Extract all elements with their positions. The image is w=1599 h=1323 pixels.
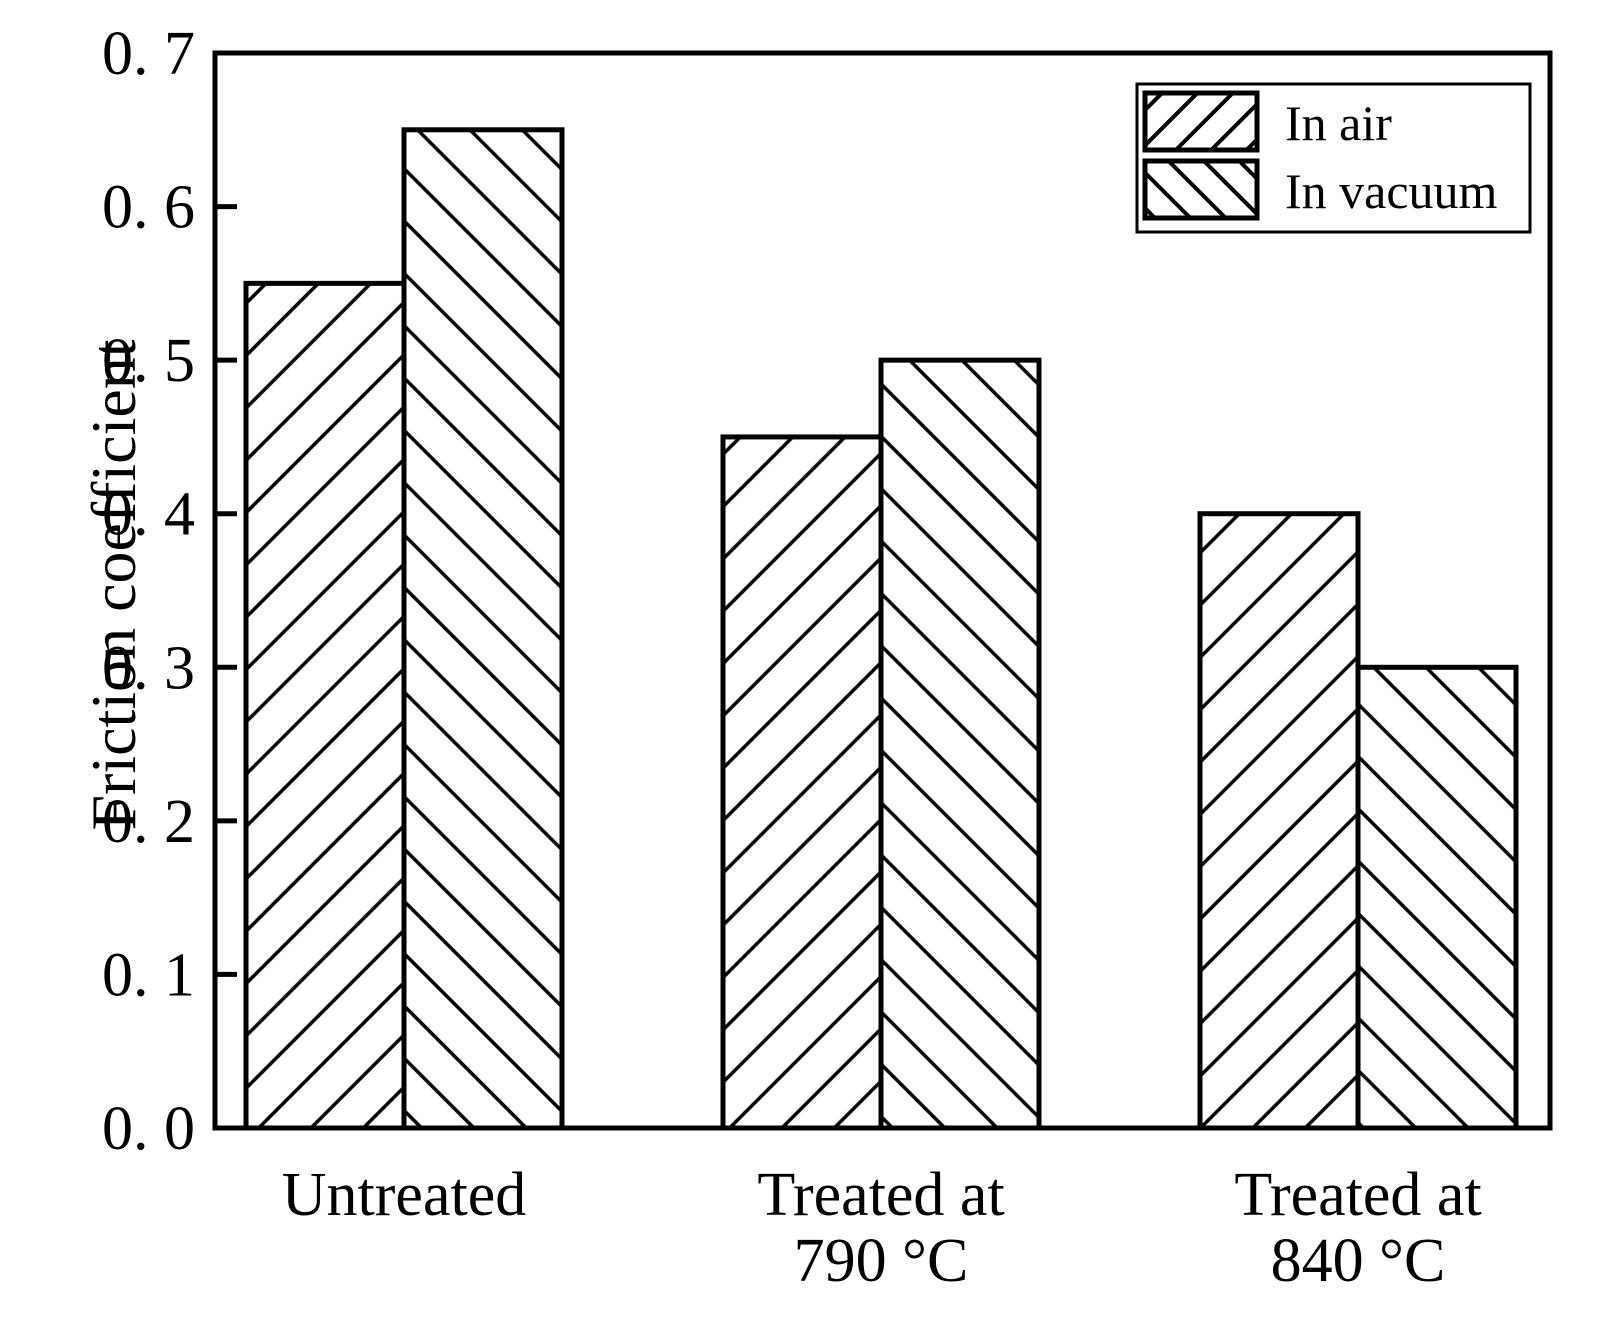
y-tick-label: 0. 1 xyxy=(102,941,195,1009)
y-tick-label: 0. 2 xyxy=(102,788,195,856)
y-tick-label: 0. 7 xyxy=(102,20,195,88)
x-axis-labels: Untreated Treated at 790 °C Treated at 840 °… xyxy=(282,1161,1482,1295)
bar-in-air-treated-at-840-c xyxy=(1197,511,1361,1131)
y-tick-label: 0. 3 xyxy=(102,634,195,702)
legend-items: In air In vacuum xyxy=(1142,90,1498,221)
y-tick-label: 0. 6 xyxy=(102,174,195,242)
bar-in-vacuum-treated-at-790-c xyxy=(878,357,1042,1131)
x-category-label-treated-at-840-c: Treated at 840 °C xyxy=(1234,1161,1481,1295)
bar-in-air-treated-at-790-c xyxy=(720,434,884,1131)
y-tick-label: 0. 5 xyxy=(102,327,195,395)
x-category-label-treated-at-790-c: Treated at 790 °C xyxy=(757,1161,1004,1295)
bar-in-air-untreated xyxy=(243,280,407,1131)
legend-swatch-in-vacuum-hatch-icon xyxy=(1142,158,1260,221)
x-category-label-untreated: Untreated xyxy=(282,1161,526,1229)
bar-series xyxy=(243,127,1519,1131)
y-axis-title: Friction coefficient xyxy=(78,339,149,830)
bar-in-vacuum-treated-at-840-c xyxy=(1355,664,1519,1131)
plot-frame xyxy=(212,50,1553,1131)
y-axis: 0. 0 0. 1 0. 2 0. 3 0. 4 0. 5 0. 6 0. 7 xyxy=(102,20,237,1163)
y-tick-label: 0. 0 xyxy=(102,1095,195,1163)
legend-label-in-air: In air xyxy=(1285,95,1392,151)
legend-label-in-vacuum: In vacuum xyxy=(1285,163,1498,219)
legend: In air In vacuum xyxy=(1135,82,1532,234)
y-tick-label: 0. 4 xyxy=(102,481,195,549)
legend-swatch-in-air-hatch-icon xyxy=(1142,90,1260,153)
bar-in-vacuum-untreated xyxy=(401,127,565,1131)
